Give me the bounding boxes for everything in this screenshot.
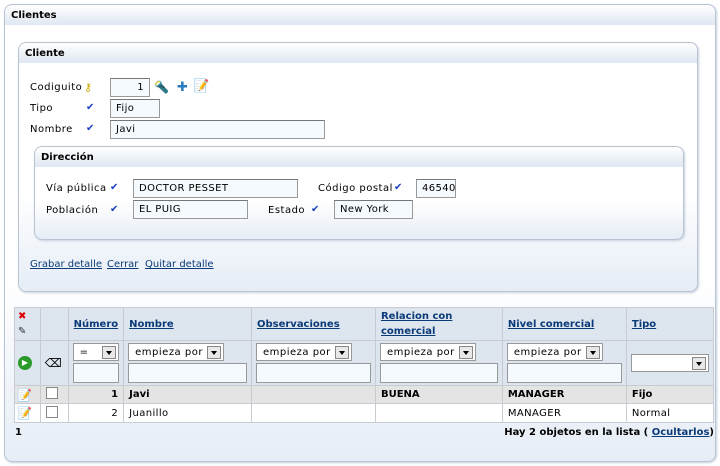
- tipo-filter-select[interactable]: [630, 354, 709, 372]
- list-count: Hay 2 objetos en la lista ( Ocultarlos): [504, 427, 714, 438]
- quitar-detalle-link[interactable]: Quitar detalle: [145, 259, 214, 270]
- nombre-filter-input[interactable]: [128, 363, 247, 383]
- cp-input[interactable]: 46540: [416, 179, 456, 198]
- check-icon: ✔: [394, 182, 403, 193]
- nombre-input[interactable]: Javi: [110, 120, 325, 139]
- count-text: Hay 2 objetos en la lista (: [504, 427, 649, 438]
- clientes-table: ✖ ✎ Número Nombre Observaciones Relacion …: [14, 307, 715, 423]
- cell-numero: 1: [67, 385, 125, 404]
- check-icon: ✔: [110, 204, 119, 215]
- remove-columns-icon[interactable]: ✖ ✎: [14, 307, 41, 341]
- numero-filter-input[interactable]: [72, 363, 120, 383]
- filter-row: ▶ ⌫ = empieza por empieza por empieza po…: [14, 340, 715, 386]
- observaciones-filter-select[interactable]: empieza por: [255, 343, 352, 361]
- cell-observaciones: [250, 403, 376, 423]
- cell-observaciones: [250, 385, 376, 404]
- header-nivel[interactable]: Nivel comercial: [501, 307, 627, 341]
- cell-numero: 2: [67, 403, 125, 423]
- header-tipo[interactable]: Tipo: [625, 307, 715, 341]
- cell-nombre: Juanillo: [123, 403, 252, 423]
- nivel-filter-input[interactable]: [506, 363, 622, 383]
- table-row[interactable]: 📝 1 Javi BUENA MANAGER Fijo: [14, 385, 715, 404]
- nivel-filter-select[interactable]: empieza por: [506, 343, 603, 361]
- edit-icon[interactable]: 📝: [193, 79, 210, 94]
- codiguito-label: Codiguito: [30, 82, 83, 93]
- observaciones-filter-input[interactable]: [255, 363, 371, 383]
- grabar-detalle-link[interactable]: Grabar detalle: [30, 259, 103, 270]
- cell-tipo: Fijo: [625, 385, 715, 404]
- nombre-filter-select[interactable]: empieza por: [128, 343, 225, 361]
- poblacion-input[interactable]: EL PUIG: [133, 200, 248, 219]
- via-label: Vía pública: [46, 183, 107, 194]
- via-input[interactable]: DOCTOR PESSET: [133, 179, 298, 198]
- eraser-icon[interactable]: ⌫: [44, 356, 62, 370]
- header-select: [39, 307, 69, 341]
- edit-icon[interactable]: 📝: [17, 406, 33, 420]
- row-checkbox[interactable]: [45, 387, 58, 399]
- relacion-filter-input[interactable]: [379, 363, 498, 383]
- codiguito-input[interactable]: 1: [110, 78, 150, 97]
- header-row: ✖ ✎ Número Nombre Observaciones Relacion …: [14, 307, 715, 341]
- cliente-title: Cliente: [19, 43, 697, 63]
- close-paren: ): [709, 427, 714, 438]
- tipo-label: Tipo: [30, 103, 54, 114]
- cell-nombre: Javi: [123, 385, 252, 404]
- edit-icon[interactable]: 📝: [17, 387, 32, 402]
- header-observaciones[interactable]: Observaciones: [250, 307, 376, 341]
- cerrar-link[interactable]: Cerrar: [107, 259, 139, 270]
- cell-relacion: BUENA: [374, 385, 503, 404]
- page-number[interactable]: 1: [15, 427, 22, 438]
- table-row[interactable]: 📝 2 Juanillo MANAGER Normal: [14, 403, 715, 423]
- cp-label: Código postal: [318, 183, 393, 194]
- cell-relacion: [374, 403, 503, 423]
- window-title: Clientes: [5, 5, 715, 25]
- estado-input[interactable]: New York: [334, 200, 413, 219]
- check-icon: ✔: [86, 123, 95, 134]
- plus-icon[interactable]: ✚: [177, 80, 188, 95]
- tipo-input[interactable]: Fijo: [110, 99, 160, 118]
- check-icon: ✔: [86, 102, 95, 113]
- cell-tipo: Normal: [625, 403, 715, 423]
- play-icon[interactable]: ▶: [18, 356, 32, 370]
- cell-nivel: MANAGER: [501, 385, 627, 404]
- numero-filter-select[interactable]: =: [72, 343, 120, 361]
- relacion-filter-select[interactable]: empieza por: [379, 343, 476, 361]
- row-checkbox[interactable]: [45, 405, 58, 418]
- key-icon: ⚷: [84, 81, 93, 94]
- check-icon: ✔: [311, 204, 320, 215]
- poblacion-label: Población: [46, 205, 99, 216]
- header-nombre[interactable]: Nombre: [123, 307, 252, 341]
- ocultarlos-link[interactable]: Ocultarlos: [651, 427, 710, 438]
- direccion-title: Dirección: [35, 147, 683, 167]
- nombre-label: Nombre: [30, 124, 73, 135]
- estado-label: Estado: [268, 205, 306, 216]
- header-numero[interactable]: Número: [67, 307, 125, 341]
- flashlight-icon[interactable]: 🔦: [154, 80, 169, 94]
- cell-nivel: MANAGER: [501, 403, 627, 423]
- header-relacion[interactable]: Relacion con comercial: [374, 307, 503, 341]
- check-icon: ✔: [110, 182, 119, 193]
